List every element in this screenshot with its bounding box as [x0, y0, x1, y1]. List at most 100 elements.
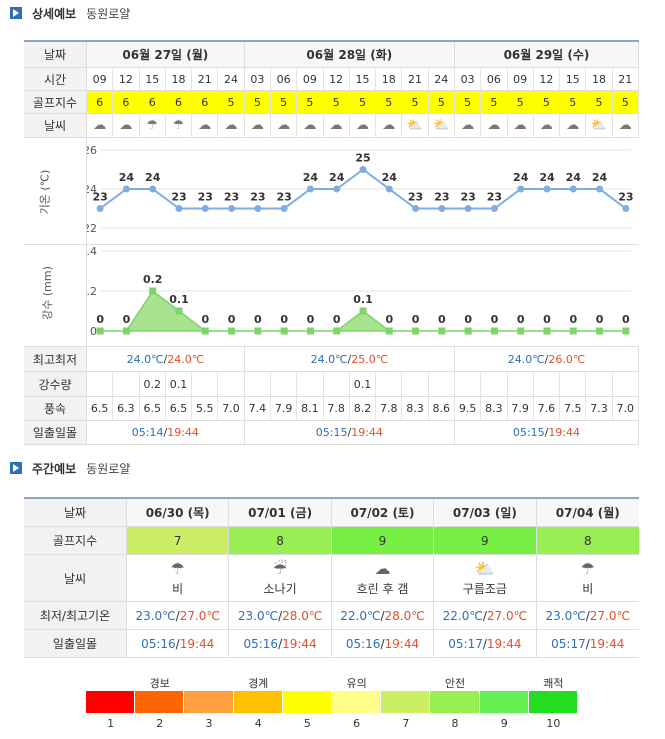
data-label: 0 [123, 313, 131, 326]
legend-number: 4 [254, 717, 262, 730]
data-label: 0 [96, 313, 104, 326]
golf-index-cell: 5 [297, 91, 324, 113]
rain-point [201, 327, 209, 335]
weekly-date-cell: 07/03 (일) [434, 499, 537, 526]
rain-point [438, 327, 446, 335]
weather-row: 날씨 ☁ ☁ ☂ ☂ ☁ ☁ ☁ ☁ ☁ ☁ ☁ ☁ ⛅ ⛅ ☁ ☁ ☁ ☁ ☁ ⛅ ☁ [24, 114, 639, 138]
rain-amount-cell [376, 372, 403, 396]
weather-cell: ☂ [166, 114, 193, 137]
weekly-date-cell: 07/02 (토) [331, 499, 435, 526]
date-row: 날짜 06월 27일 (월) 06월 28일 (화) 06월 29일 (수) [24, 42, 639, 68]
weekly-golf-label: 골프지수 [24, 527, 127, 554]
day-minmax: 24.0℃/25.0℃ [245, 347, 455, 371]
y-tick-label: 26 [87, 144, 97, 157]
wind-speed-cell: 6.5 [166, 397, 193, 420]
cloud-icon: ☁ [539, 118, 553, 133]
temperature-chart-row: 기온 (℃) 262422232424232323232324242524232… [24, 138, 639, 245]
rain-amount-cell [297, 372, 324, 396]
rain-amount-row: 강수량 0.2 0.1 0.1 [24, 372, 639, 397]
rain-point [359, 307, 367, 315]
wind-speed-cell: 7.5 [560, 397, 587, 420]
legend-category: 안전 [444, 677, 466, 690]
day-header: 06월 28일 (화) [244, 42, 455, 67]
data-label: 0 [228, 313, 236, 326]
min-temp: 22.0℃ [340, 608, 381, 623]
min-temp: 23.0℃ [135, 608, 176, 623]
rain-amount-cell [218, 372, 245, 396]
partly-sunny-icon: ⛅ [590, 118, 608, 133]
weather-label: 날씨 [24, 114, 87, 137]
wind-speed-cell: 7.6 [534, 397, 561, 420]
time-cell: 21 [192, 68, 219, 90]
sunset-time: 19:44 [548, 426, 581, 439]
data-label: 23 [250, 191, 265, 204]
min-temp: 22.0℃ [442, 608, 483, 623]
wind-speed-cell: 8.3 [481, 397, 508, 420]
temperature-chart: 2624222324242323232323242425242323232324… [87, 138, 639, 244]
weekly-forecast-table: 날짜 06/30 (목) 07/01 (금) 07/02 (토) 07/03 (일) 0… [24, 497, 639, 658]
rain-amount-cell [87, 372, 114, 396]
temp-point [385, 185, 393, 193]
time-cell: 06 [271, 68, 298, 90]
temp-separator: / [482, 608, 487, 623]
weather-cell: ☁ [350, 114, 377, 137]
rain-point [385, 327, 393, 335]
rain-amount-label: 강수량 [24, 372, 87, 396]
cloud-icon: ☁ [224, 118, 238, 133]
temp-point [306, 185, 314, 193]
sunrise-time: 05:16 [345, 636, 381, 651]
time-cell: 18 [586, 68, 613, 90]
legend-category: 경계 [248, 677, 269, 690]
data-label: 0 [464, 313, 472, 326]
data-label: 0 [491, 313, 499, 326]
weather-cell: ☁ [613, 114, 639, 137]
detail-title: 상세예보 [32, 6, 77, 21]
weekly-weather-text: 흐린 후 갬 [356, 582, 409, 596]
rain-icon: ☂ [170, 559, 185, 578]
rain-amount-cell: 0.1 [350, 372, 377, 396]
time-cell: 03 [245, 68, 271, 90]
weekly-golf-cell: 8 [229, 527, 332, 554]
y-tick-label: 0.4 [87, 245, 97, 258]
weekly-section-title: 주간예보 동원로얄 [10, 458, 130, 478]
data-label: 25 [355, 152, 370, 165]
sunrise-time: 05:17 [448, 636, 483, 651]
golf-index-cell: 5 [454, 91, 482, 113]
rain-amount-cell [481, 372, 508, 396]
legend-number: 5 [303, 717, 311, 730]
temp-point [569, 185, 577, 193]
legend-category: 쾌적 [543, 677, 564, 690]
wind-speed-cell: 7.9 [508, 397, 534, 420]
data-label: 0 [438, 313, 446, 326]
cloudy-then-clear-icon: ☁ [374, 559, 391, 578]
data-label: 0.1 [353, 293, 373, 306]
rain-point [543, 327, 551, 335]
legend-swatch [184, 691, 234, 713]
cloud-icon: ☁ [277, 118, 291, 133]
time-cell: 24 [429, 68, 455, 90]
data-label: 24 [303, 171, 319, 184]
wind-speed-cell: 6.3 [113, 397, 140, 420]
cloud-icon: ☁ [513, 118, 527, 133]
temp-axis-label: 기온 (℃) [38, 169, 52, 215]
cloud-icon: ☁ [566, 118, 580, 133]
sun-separator: / [544, 426, 549, 439]
temp-point [280, 205, 288, 212]
rain-point [333, 327, 341, 335]
time-cell: 24 [218, 68, 245, 90]
weekly-weather-label: 날씨 [24, 555, 127, 601]
weekly-sun-cell: 05:17/19:44 [434, 630, 537, 657]
golf-index-cell: 5 [560, 91, 587, 113]
golf-index-cell: 5 [349, 91, 377, 113]
data-label: 23 [487, 191, 502, 204]
y-tick-label: 0 [90, 325, 97, 338]
data-label: 0 [569, 313, 577, 326]
wind-speed-cell: 7.0 [218, 397, 245, 420]
wind-speed-cell: 8.6 [429, 397, 455, 420]
time-cell: 09 [508, 68, 534, 90]
cloud-icon: ☁ [382, 118, 396, 133]
weekly-location: 동원로얄 [86, 461, 131, 476]
legend-swatch [233, 691, 283, 713]
legend-swatch [528, 691, 579, 713]
sun-label: 일출일몰 [24, 421, 87, 444]
